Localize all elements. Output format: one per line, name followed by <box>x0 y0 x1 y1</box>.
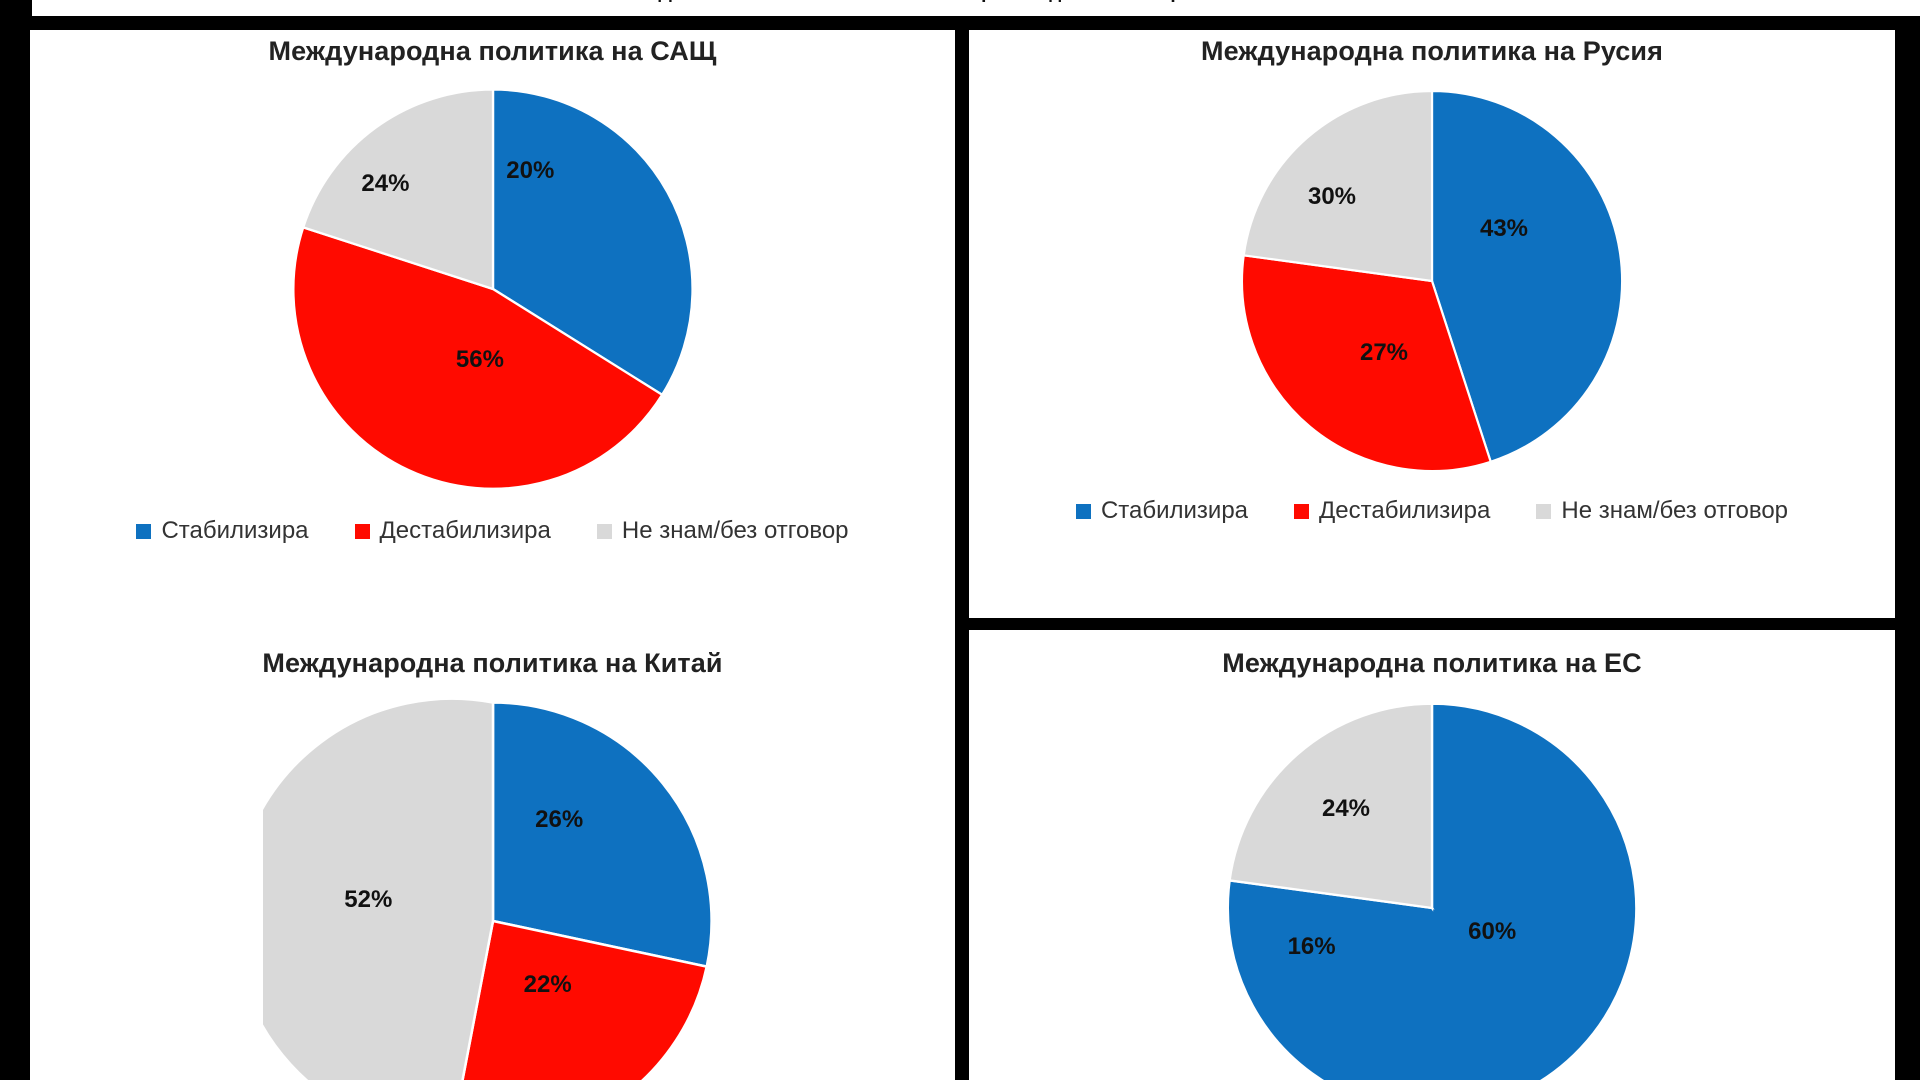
survey-question-strip: Дали тяхната политика стабилизира или де… <box>0 0 1920 16</box>
pie-slice-ru-destabilizes <box>1240 254 1493 473</box>
pie-slice-cn-stabilizes <box>491 701 713 969</box>
legend-item-stabilizes-ru: Стабилизира <box>1075 497 1249 525</box>
chart-panel-eu: Международна политика на ЕС 60% 16% 24% <box>969 648 1895 1080</box>
legend-item-no-answer-ru: Не знам/без отговор <box>1536 497 1788 525</box>
pie-svg-cn <box>262 697 713 1080</box>
pie-slice-ru-stabilizes <box>1430 89 1624 464</box>
chart-title-ru: Международна политика на Русия <box>1201 36 1663 66</box>
pie-label-eu-no-answer: 24% <box>1321 795 1371 823</box>
pie-label-cn-destabilizes: 22% <box>523 971 572 999</box>
chart-panel-ru: Международна политика на Русия 43% 27% 3… <box>969 36 1895 525</box>
pie-svg-eu <box>1226 702 1638 1080</box>
pie-slice-us-stabilizes <box>491 88 694 397</box>
legend-swatch-no-answer-icon <box>1536 503 1552 519</box>
pie-slice-cn-destabilizes <box>460 919 708 1080</box>
divider-vertical-bottom <box>955 630 969 1080</box>
pie-chart-eu: 60% 16% 24% <box>1217 693 1647 1080</box>
pie-label-cn-stabilizes: 26% <box>535 805 584 833</box>
legend-label-stabilizes: Стабилизира <box>1100 497 1249 524</box>
pie-label-ru-stabilizes: 43% <box>1479 215 1529 242</box>
divider-vertical-top <box>955 30 969 630</box>
pie-label-ru-no-answer: 30% <box>1307 183 1357 210</box>
divider-horizontal-right <box>969 618 1895 630</box>
pie-label-cn-no-answer: 52% <box>344 886 393 914</box>
frame-bar-top-left <box>0 0 32 18</box>
chart-title-eu: Международна политика на ЕС <box>1222 648 1642 678</box>
pie-label-eu-stabilizes: 60% <box>1468 917 1517 945</box>
legend-item-destabilizes-us: Дестабилизира <box>354 517 551 545</box>
legend-label-no-answer: Не знам/без отговор <box>621 517 849 544</box>
legend-swatch-stabilizes-icon <box>136 523 152 539</box>
pie-label-eu-destabilizes: 16% <box>1287 932 1336 960</box>
pie-label-us-destabilizes: 56% <box>455 346 504 374</box>
legend-item-no-answer-us: Не знам/без отговор <box>596 517 849 545</box>
pie-label-ru-destabilizes: 27% <box>1359 339 1409 366</box>
pie-chart-cn: 26% 22% 52% <box>262 691 723 1080</box>
frame-edge-left <box>0 16 30 1080</box>
pie-chart-us: 20% 56% 24% <box>283 79 703 499</box>
legend-swatch-no-answer-icon <box>596 523 612 539</box>
pie-slice-eu-no-answer <box>1228 702 1434 910</box>
pie-svg-us <box>291 88 694 490</box>
chart-panel-us: Международна политика на САЩ 20% 56% 24%… <box>30 36 955 545</box>
legend-swatch-stabilizes-icon <box>1075 503 1091 519</box>
pie-slice-ru-no-answer <box>1242 89 1434 283</box>
legend-label-destabilizes: Дестабилизира <box>1319 497 1491 524</box>
pie-label-us-no-answer: 24% <box>361 170 410 197</box>
chart-panel-cn: Международна политика на Китай 26% 22% 5… <box>30 648 955 1080</box>
frame-edge-right <box>1895 16 1920 1080</box>
pie-slice-cn-no-answer <box>262 697 494 1080</box>
legend-swatch-destabilizes-icon <box>354 523 370 539</box>
legend-label-stabilizes: Стабилизира <box>161 517 309 544</box>
legend-label-no-answer: Не знам/без отговор <box>1561 497 1789 524</box>
pie-slice-us-no-answer <box>301 88 494 291</box>
chart-title-cn: Международна политика на Китай <box>262 648 723 678</box>
legend-item-destabilizes-ru: Дестабилизира <box>1294 497 1490 525</box>
legend-swatch-destabilizes-icon <box>1294 503 1310 519</box>
survey-question-text: Дали тяхната политика стабилизира или де… <box>0 0 1920 4</box>
pie-label-us-stabilizes: 20% <box>506 157 555 185</box>
pie-slice-us-destabilizes <box>291 225 664 490</box>
chart-title-us: Международна политика на САЩ <box>268 36 717 66</box>
pie-chart-ru: 43% 27% 30% <box>1232 81 1632 481</box>
frame-bar-under-question <box>0 16 1920 30</box>
legend-ru: Стабилизира Дестабилизира Не знам/без от… <box>969 497 1895 525</box>
legend-label-destabilizes: Дестабилизира <box>379 517 551 544</box>
legend-us: Стабилизира Дестабилизира Не знам/без от… <box>30 517 955 545</box>
pie-svg-ru <box>1240 89 1624 473</box>
legend-item-stabilizes-us: Стабилизира <box>136 517 309 545</box>
